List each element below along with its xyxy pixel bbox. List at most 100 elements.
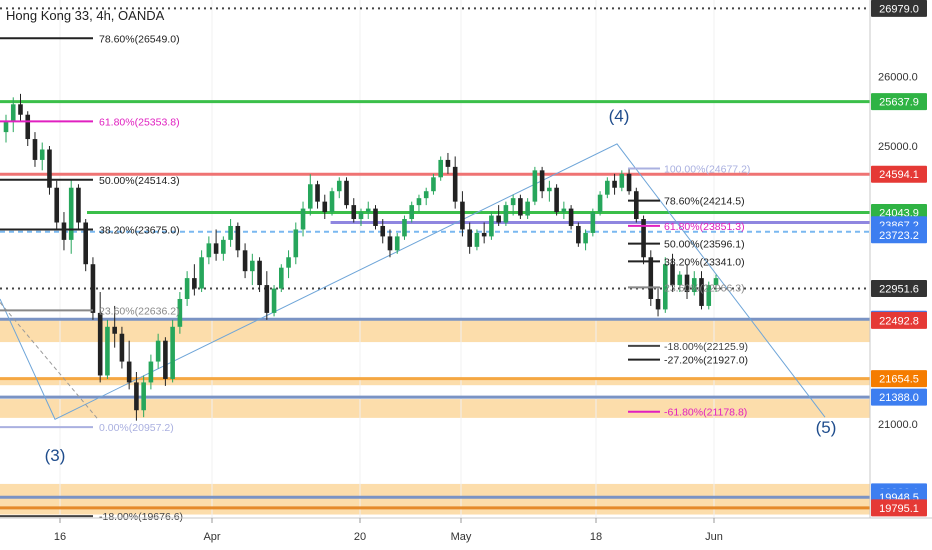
candle-body <box>293 229 299 258</box>
fib-label: 38.20%(23341.0) <box>664 256 745 268</box>
fib-label: 61.80%(25353.8) <box>99 116 180 128</box>
candle-body <box>322 201 328 213</box>
price-axis[interactable]: 26000.0 25000.0 21000.0 26979.0 25637.9 24594… <box>871 0 927 517</box>
support-zone <box>0 483 870 515</box>
candle-body <box>358 212 364 220</box>
candle-body <box>409 205 415 220</box>
candle-body <box>489 215 494 237</box>
candle-body <box>590 212 596 233</box>
candle-body <box>271 288 277 313</box>
price-label-text: 22492.8 <box>879 315 919 327</box>
candle-body <box>648 257 654 299</box>
candle-body <box>134 382 139 411</box>
fib-label: 50.00%(23596.1) <box>664 239 745 251</box>
wave-lines-layer: (3) (4) (5) <box>0 107 836 465</box>
candle-body <box>481 232 487 237</box>
candle-body <box>315 184 320 202</box>
price-label-badge <box>871 93 927 111</box>
candle-body <box>3 121 9 133</box>
candle-body <box>380 225 386 237</box>
candle-body <box>336 180 342 192</box>
candle-body <box>105 326 110 376</box>
price-label-text: 21388.0 <box>879 392 919 404</box>
wave-label: (4) <box>609 107 630 126</box>
candle-body <box>235 225 241 251</box>
time-tick-label: Jun <box>705 531 723 543</box>
zones-layer <box>0 319 870 515</box>
candle-body <box>76 187 81 223</box>
price-label-badge <box>871 499 927 517</box>
candle-body <box>148 361 154 383</box>
price-label-text: 26979.0 <box>879 3 919 15</box>
candle-body <box>83 222 88 265</box>
candle-body <box>402 219 407 237</box>
candle-body <box>279 267 284 289</box>
candle-body <box>619 173 625 188</box>
time-tick-label: 18 <box>590 531 602 543</box>
candle-body <box>242 250 248 272</box>
candle-body <box>177 298 183 327</box>
price-label-badge <box>871 311 927 329</box>
fib-label: 78.60%(24214.5) <box>664 196 745 208</box>
candle-body <box>387 236 393 251</box>
support-zone <box>0 379 870 386</box>
candle-body <box>474 232 480 247</box>
candle-body <box>47 149 52 188</box>
candle-body <box>373 208 378 226</box>
wave-label: (5) <box>816 418 837 437</box>
fib-label: -18.00%(19676.6) <box>99 511 183 523</box>
candle-body <box>684 274 690 293</box>
fib-label: 23.60%(22966.3) <box>664 282 745 294</box>
fib-label: 23.60%(22636.2) <box>99 305 180 317</box>
candle-body <box>54 187 60 223</box>
fib-label: 61.80%(23851.3) <box>664 221 745 233</box>
price-label-badge <box>871 226 927 244</box>
fib-label: -18.00%(22125.9) <box>664 341 748 353</box>
candle-body <box>583 232 588 244</box>
fib-labels-layer: 78.60%(26549.0) 61.80%(25353.8) 50.00%(245… <box>0 33 750 523</box>
candle-body <box>351 205 357 220</box>
price-label-badge <box>871 370 927 388</box>
candle-body <box>634 191 639 220</box>
candle-body <box>221 239 226 254</box>
candle-body <box>68 187 74 240</box>
candle-body <box>32 139 38 160</box>
chart-title: Hong Kong 33, 4h, OANDA <box>6 8 165 23</box>
candle-body <box>438 159 443 178</box>
candle-body <box>452 166 458 202</box>
time-axis[interactable]: 16 Apr 20 May 18 Jun <box>54 518 723 543</box>
wave-label: (3) <box>45 446 66 465</box>
price-label-badge <box>871 279 927 297</box>
candle-body <box>192 278 197 289</box>
candle-body <box>329 191 335 213</box>
candle-body <box>706 285 712 306</box>
candle-body <box>691 278 697 293</box>
candle-body <box>61 222 67 240</box>
candle-body <box>155 340 161 362</box>
fib-label: 50.00%(24514.3) <box>99 175 180 187</box>
candle-body <box>561 208 567 213</box>
candle-body <box>568 208 574 226</box>
candle-body <box>532 170 538 202</box>
candle-body <box>344 180 349 206</box>
candle-body <box>496 215 501 223</box>
candle-body <box>97 312 103 376</box>
elliott-wave-path <box>0 143 826 420</box>
candle-body <box>112 326 117 334</box>
price-label-text: 22951.6 <box>879 283 919 295</box>
candle-body <box>677 274 683 286</box>
candle-body <box>713 278 719 286</box>
candle-body <box>213 243 219 254</box>
fib-label: -61.80%(21178.8) <box>664 407 747 419</box>
candle-body <box>626 173 632 192</box>
candle-body <box>467 229 472 247</box>
price-label-badge <box>871 0 927 17</box>
candle-body <box>518 198 523 216</box>
candle-body <box>394 236 400 251</box>
candle-body <box>670 264 675 286</box>
candle-body <box>510 198 516 206</box>
price-label-badge <box>871 165 927 183</box>
candle-body <box>423 191 429 199</box>
price-tick-label: 26000.0 <box>878 71 918 83</box>
